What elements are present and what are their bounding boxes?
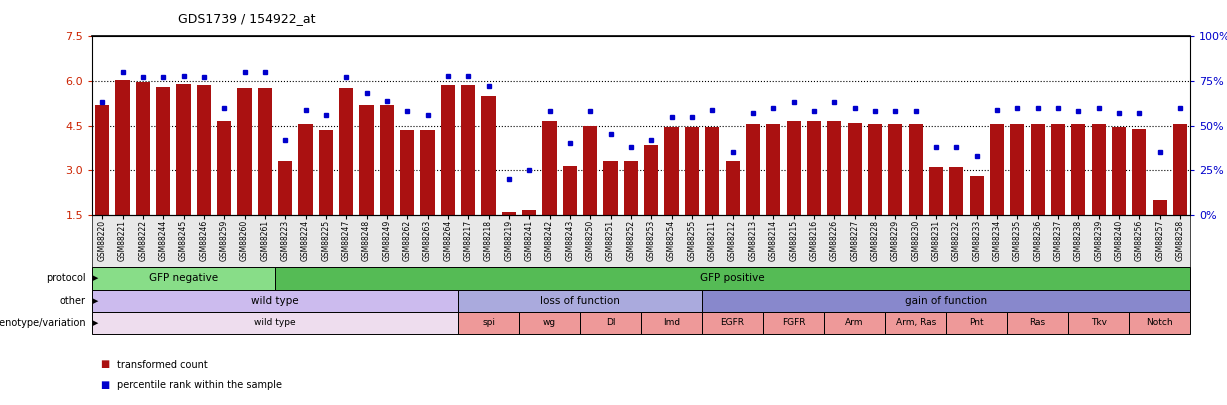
Bar <box>583 126 598 259</box>
Bar <box>706 127 719 259</box>
Text: Pnt: Pnt <box>969 318 984 328</box>
Bar <box>339 88 353 259</box>
Bar <box>908 124 923 259</box>
Bar <box>766 124 780 259</box>
Text: Notch: Notch <box>1146 318 1173 328</box>
Bar <box>1010 124 1025 259</box>
Bar <box>1031 124 1044 259</box>
Text: FGFR: FGFR <box>782 318 805 328</box>
Bar <box>725 161 740 259</box>
Text: genotype/variation: genotype/variation <box>0 318 86 328</box>
Text: Imd: Imd <box>663 318 680 328</box>
Bar <box>604 161 617 259</box>
Text: ■: ■ <box>101 360 110 369</box>
Bar <box>279 161 292 259</box>
Bar <box>319 130 333 259</box>
Bar <box>888 124 902 259</box>
Text: gain of function: gain of function <box>906 296 988 306</box>
Bar <box>563 166 577 259</box>
Bar <box>258 88 272 259</box>
Bar <box>969 176 984 259</box>
Text: GFP positive: GFP positive <box>701 273 764 283</box>
Bar <box>217 121 232 259</box>
Text: wg: wg <box>544 318 556 328</box>
Bar <box>94 105 109 259</box>
Bar <box>1152 200 1167 259</box>
Bar <box>1133 128 1146 259</box>
Text: Tkv: Tkv <box>1091 318 1107 328</box>
Bar <box>1050 124 1065 259</box>
Bar <box>156 87 171 259</box>
Bar <box>867 124 882 259</box>
Bar <box>177 84 190 259</box>
Text: ▶: ▶ <box>93 320 98 326</box>
Bar <box>950 167 963 259</box>
Bar <box>481 96 496 259</box>
Bar <box>461 85 475 259</box>
Bar <box>665 127 679 259</box>
Bar <box>136 83 150 259</box>
Text: Ras: Ras <box>1029 318 1045 328</box>
Bar <box>298 124 313 259</box>
Bar <box>929 167 944 259</box>
Bar <box>400 130 415 259</box>
Text: ▶: ▶ <box>93 275 98 281</box>
Bar <box>644 145 659 259</box>
Text: other: other <box>60 296 86 306</box>
Bar <box>196 85 211 259</box>
Text: ■: ■ <box>101 380 110 390</box>
Text: wild type: wild type <box>252 296 299 306</box>
Bar <box>746 124 760 259</box>
Text: protocol: protocol <box>47 273 86 283</box>
Text: wild type: wild type <box>254 318 296 328</box>
Bar <box>115 79 130 259</box>
Bar <box>360 105 374 259</box>
Text: GFP negative: GFP negative <box>148 273 218 283</box>
Text: transformed count: transformed count <box>117 360 207 369</box>
Text: Arm: Arm <box>845 318 864 328</box>
Bar <box>380 105 394 259</box>
Text: Arm, Ras: Arm, Ras <box>896 318 936 328</box>
Bar <box>827 121 842 259</box>
Bar <box>848 123 861 259</box>
Bar <box>542 121 557 259</box>
Bar <box>787 121 801 259</box>
Bar <box>502 212 517 259</box>
Text: loss of function: loss of function <box>540 296 620 306</box>
Text: GDS1739 / 154922_at: GDS1739 / 154922_at <box>178 12 315 25</box>
Bar <box>623 161 638 259</box>
Bar <box>685 127 699 259</box>
Bar <box>440 85 455 259</box>
Bar <box>238 88 252 259</box>
Bar <box>807 121 821 259</box>
Text: percentile rank within the sample: percentile rank within the sample <box>117 380 281 390</box>
Bar <box>990 124 1004 259</box>
Bar <box>523 210 536 259</box>
Bar <box>1173 124 1188 259</box>
Bar <box>1112 127 1126 259</box>
Bar <box>1071 124 1086 259</box>
Bar <box>1092 124 1106 259</box>
Bar <box>421 130 434 259</box>
Text: spi: spi <box>482 318 494 328</box>
Text: Dl: Dl <box>606 318 616 328</box>
Text: EGFR: EGFR <box>720 318 745 328</box>
Text: ▶: ▶ <box>93 298 98 304</box>
